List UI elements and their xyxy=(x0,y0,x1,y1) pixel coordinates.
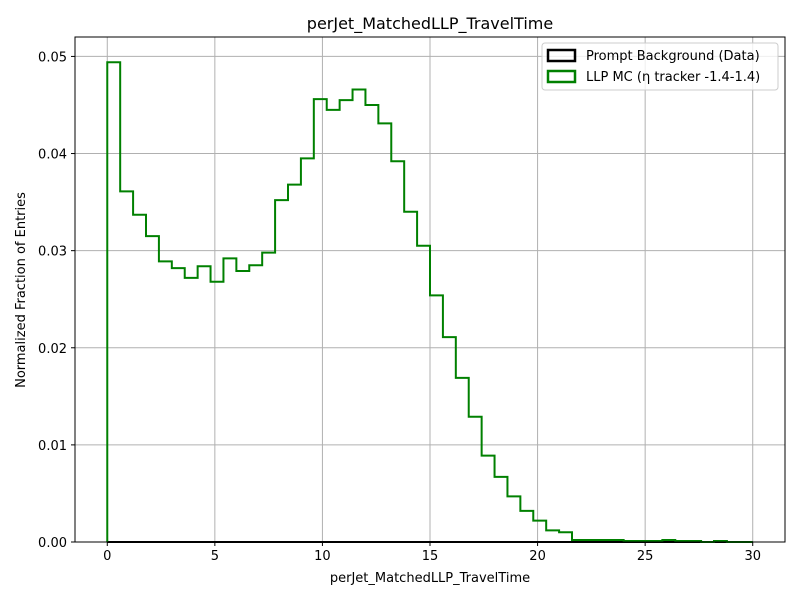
legend: Prompt Background (Data) LLP MC (η track… xyxy=(541,42,779,91)
y-tick-label: 0.03 xyxy=(38,245,67,260)
y-axis-label: Normalized Fraction of Entries xyxy=(14,192,29,388)
histogram-bin xyxy=(456,378,469,542)
histogram-bin xyxy=(443,337,456,542)
x-tick-label: 5 xyxy=(211,549,219,564)
histogram-bin xyxy=(430,295,443,542)
histogram-bin xyxy=(146,236,159,542)
histogram-bin xyxy=(249,265,262,542)
legend-label-prompt-background: Prompt Background (Data) xyxy=(586,49,760,64)
histogram-bin xyxy=(559,532,572,542)
histogram-bin xyxy=(469,417,482,542)
x-tick-label: 15 xyxy=(422,549,439,564)
x-tick-label: 25 xyxy=(637,549,654,564)
x-tick-label: 20 xyxy=(529,549,546,564)
y-tick-label: 0.00 xyxy=(38,536,67,551)
histogram-bin xyxy=(353,89,366,542)
histogram-bin xyxy=(262,253,275,542)
histogram-bin xyxy=(365,105,378,542)
histogram-bin xyxy=(378,123,391,542)
legend-swatch-llp-mc xyxy=(546,69,577,84)
histogram-bin xyxy=(482,456,495,542)
y-tick-label: 0.04 xyxy=(38,148,67,163)
x-tick-label: 10 xyxy=(314,549,331,564)
y-tick-label: 0.05 xyxy=(38,50,67,65)
histogram-bin xyxy=(314,99,327,542)
x-tick-label: 0 xyxy=(103,549,111,564)
chart-title: perJet_MatchedLLP_TravelTime xyxy=(307,14,553,34)
histogram-bin xyxy=(198,266,211,542)
legend-frame xyxy=(541,42,779,91)
x-tick-label: 30 xyxy=(744,549,761,564)
histogram-bin xyxy=(404,212,417,542)
histogram-bin xyxy=(133,215,146,542)
histogram-bin xyxy=(340,100,353,542)
y-tick-label: 0.01 xyxy=(38,439,67,454)
histogram-step-line xyxy=(106,61,753,543)
histogram-bin xyxy=(288,185,301,542)
histogram-bin xyxy=(327,110,340,542)
legend-swatch-prompt-background xyxy=(546,48,577,63)
histogram-bin xyxy=(211,282,224,542)
histogram-bin xyxy=(172,268,185,542)
histogram-bin xyxy=(236,271,249,542)
histogram-bin xyxy=(301,158,314,542)
histogram-bin xyxy=(120,191,133,542)
histogram-bin xyxy=(275,200,288,542)
legend-label-llp-mc: LLP MC (η tracker -1.4-1.4) xyxy=(586,70,760,85)
histogram-bin xyxy=(223,258,236,542)
histogram-bin xyxy=(107,62,120,542)
y-tick-label: 0.02 xyxy=(38,342,67,357)
histogram-bin xyxy=(159,261,172,542)
x-axis-label: perJet_MatchedLLP_TravelTime xyxy=(330,571,530,586)
histogram-bin xyxy=(391,161,404,542)
histogram-bin xyxy=(495,477,508,542)
histogram-bin xyxy=(185,278,198,542)
axis-ticks: 0 5 10 15 20 25 30 0.00 0.01 0.02 0.03 0.04 0.05 xyxy=(38,50,761,564)
histogram-bin xyxy=(520,511,533,542)
histogram-bin xyxy=(417,246,430,542)
histogram-bin xyxy=(507,496,520,542)
histogram-bin xyxy=(533,521,546,542)
histogram-bin xyxy=(546,530,559,542)
series-1 xyxy=(106,61,753,543)
